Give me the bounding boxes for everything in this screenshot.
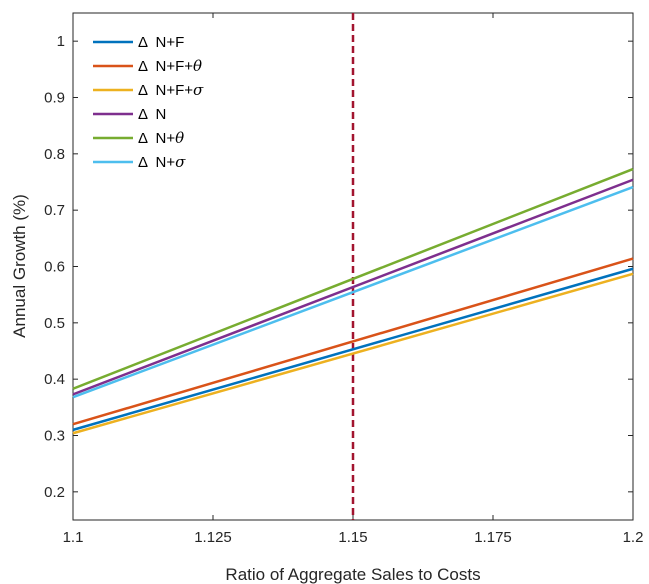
- legend-symbol: θ: [175, 129, 184, 147]
- y-tick-label: 0.7: [44, 202, 65, 219]
- y-axis-title: Annual Growth (%): [10, 194, 29, 338]
- legend-symbol: θ: [193, 57, 202, 75]
- series-line: [72, 178, 634, 396]
- legend-label: Δ N+F: [138, 34, 184, 51]
- y-tick-label: 0.2: [44, 484, 65, 501]
- legend-box: [85, 25, 208, 186]
- y-tick-label: 0.5: [44, 315, 65, 332]
- series-line: [72, 267, 634, 432]
- y-tick-label: 0.8: [44, 146, 65, 163]
- x-tick-label: 1.15: [338, 529, 367, 546]
- legend-label: Δ N+F+σ: [138, 81, 204, 99]
- x-tick-label: 1.125: [194, 529, 232, 546]
- series-line: [72, 185, 634, 399]
- x-tick-label: 1.1: [63, 529, 84, 546]
- x-tick-label: 1.175: [474, 529, 512, 546]
- legend-label: Δ N: [138, 106, 166, 123]
- x-tick-labels: 1.1 1.125 1.15 1.175 1.2: [63, 529, 644, 546]
- y-tick-label: 0.9: [44, 90, 65, 107]
- y-tick-label: 0.3: [44, 428, 65, 445]
- series-lines: [72, 167, 634, 435]
- legend-symbol: σ: [175, 153, 186, 171]
- series-line: [72, 167, 634, 390]
- y-tick-labels: 0.2 0.3 0.4 0.5 0.6 0.7 0.8 0.9 1: [44, 33, 65, 501]
- legend-symbol: σ: [193, 81, 204, 99]
- x-axis-title: Ratio of Aggregate Sales to Costs: [225, 565, 480, 584]
- y-tick-label: 1: [57, 33, 65, 50]
- legend-label: Δ N+F+θ: [138, 57, 202, 75]
- x-tick-label: 1.2: [623, 529, 644, 546]
- legend-label: Δ N+σ: [138, 153, 186, 171]
- legend-label: Δ N+θ: [138, 129, 184, 147]
- series-line: [72, 257, 634, 426]
- series-line: [72, 272, 634, 435]
- y-tick-label: 0.6: [44, 259, 65, 276]
- axis-ticks: [72, 13, 634, 520]
- y-tick-label: 0.4: [44, 371, 65, 388]
- legend: Δ N+F Δ N+F+θ Δ N+F+σ Δ N Δ N+θ Δ N+σ: [85, 25, 208, 186]
